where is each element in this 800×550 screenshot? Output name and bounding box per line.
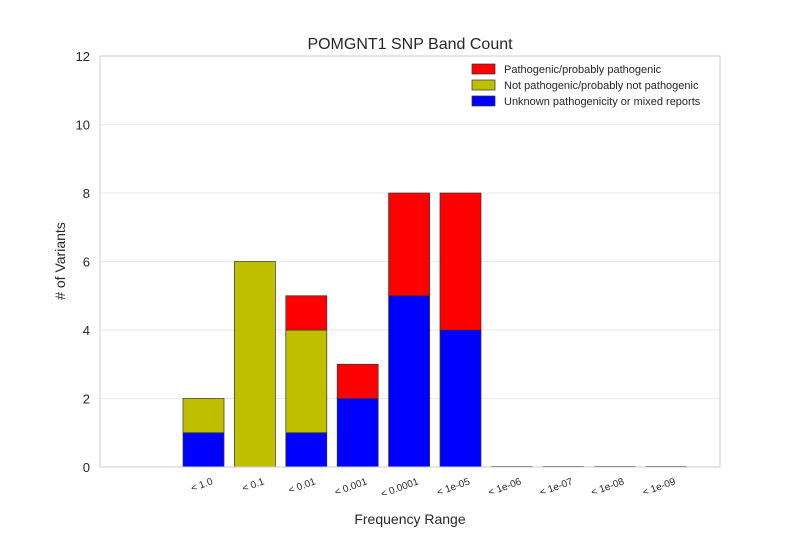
bar-segment (285, 329, 328, 434)
x-tick-label: < 0.0001 (380, 476, 421, 500)
legend: Pathogenic/probably pathogenic Not pathog… (471, 63, 701, 108)
y-tick-label: 8 (83, 186, 90, 201)
bar-segment (336, 398, 379, 468)
legend-swatch (471, 79, 496, 91)
y-tick-label: 12 (76, 49, 90, 64)
y-axis-label: # of Variants (52, 222, 68, 300)
bar-segment (285, 295, 328, 331)
bar-segment (336, 363, 379, 399)
plot-frame (99, 55, 721, 468)
y-tick-label: 4 (83, 323, 90, 338)
legend-label: Unknown pathogenicity or mixed reports (504, 96, 701, 108)
x-tick-label: < 0.01 (287, 476, 318, 496)
x-tick-label: < 1e-08 (590, 476, 626, 498)
y-tick-label: 0 (83, 460, 90, 475)
y-tick-label: 6 (83, 255, 90, 270)
bar-segment (439, 192, 482, 331)
x-tick-labels: < 1.0 < 0.1 < 0.01 < 0.001 < 0.0001 < 1e-05 < … (190, 476, 678, 500)
bar-segment (388, 295, 430, 468)
x-tick-label: < 1e-07 (538, 476, 574, 498)
bar-segment (285, 432, 328, 468)
chart-title: POMGNT1 SNP Band Count (307, 36, 513, 53)
x-tick-label: < 1e-09 (641, 476, 677, 498)
x-tick-label: < 0.001 (333, 476, 369, 498)
bar-segment (388, 192, 430, 297)
bars (182, 192, 687, 468)
x-tick-label: < 1e-05 (436, 476, 472, 498)
x-tick-label: < 1e-06 (487, 476, 523, 498)
legend-label: Pathogenic/probably pathogenic (504, 64, 662, 76)
x-tick-label: < 1.0 (190, 476, 215, 494)
legend-label: Not pathogenic/probably not pathogenic (504, 80, 699, 92)
x-axis-label: Frequency Range (354, 511, 466, 527)
x-tick-label: < 0.1 (241, 476, 266, 494)
bar-segment (182, 398, 225, 434)
legend-swatch (471, 95, 496, 107)
y-tick-label: 10 (76, 118, 90, 133)
bar-segment (182, 432, 225, 468)
bar-segment (234, 261, 276, 468)
bar-segment (439, 329, 482, 468)
legend-swatch (471, 63, 496, 75)
y-tick-labels: 0 2 4 6 8 10 12 (76, 49, 90, 475)
y-tick-label: 2 (83, 392, 90, 407)
